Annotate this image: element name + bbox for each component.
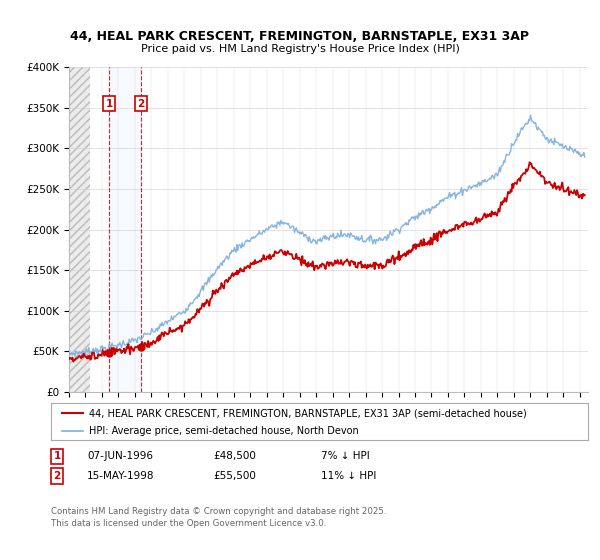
Text: Contains HM Land Registry data © Crown copyright and database right 2025.
This d: Contains HM Land Registry data © Crown c…: [51, 507, 386, 528]
Text: 2: 2: [137, 99, 145, 109]
Text: 15-MAY-1998: 15-MAY-1998: [87, 471, 155, 481]
Text: Price paid vs. HM Land Registry's House Price Index (HPI): Price paid vs. HM Land Registry's House …: [140, 44, 460, 54]
Text: 7% ↓ HPI: 7% ↓ HPI: [321, 451, 370, 461]
Text: 2: 2: [53, 471, 61, 481]
Text: HPI: Average price, semi-detached house, North Devon: HPI: Average price, semi-detached house,…: [89, 426, 358, 436]
Bar: [109, 67, 141, 392]
Bar: [69, 67, 91, 392]
Text: 11% ↓ HPI: 11% ↓ HPI: [321, 471, 376, 481]
Text: 44, HEAL PARK CRESCENT, FREMINGTON, BARNSTAPLE, EX31 3AP (semi-detached house): 44, HEAL PARK CRESCENT, FREMINGTON, BARN…: [89, 408, 526, 418]
Text: 1: 1: [53, 451, 61, 461]
Text: £55,500: £55,500: [213, 471, 256, 481]
Text: 1: 1: [106, 99, 113, 109]
Text: 07-JUN-1996: 07-JUN-1996: [87, 451, 153, 461]
Text: £48,500: £48,500: [213, 451, 256, 461]
Text: 44, HEAL PARK CRESCENT, FREMINGTON, BARNSTAPLE, EX31 3AP: 44, HEAL PARK CRESCENT, FREMINGTON, BARN…: [71, 30, 530, 43]
